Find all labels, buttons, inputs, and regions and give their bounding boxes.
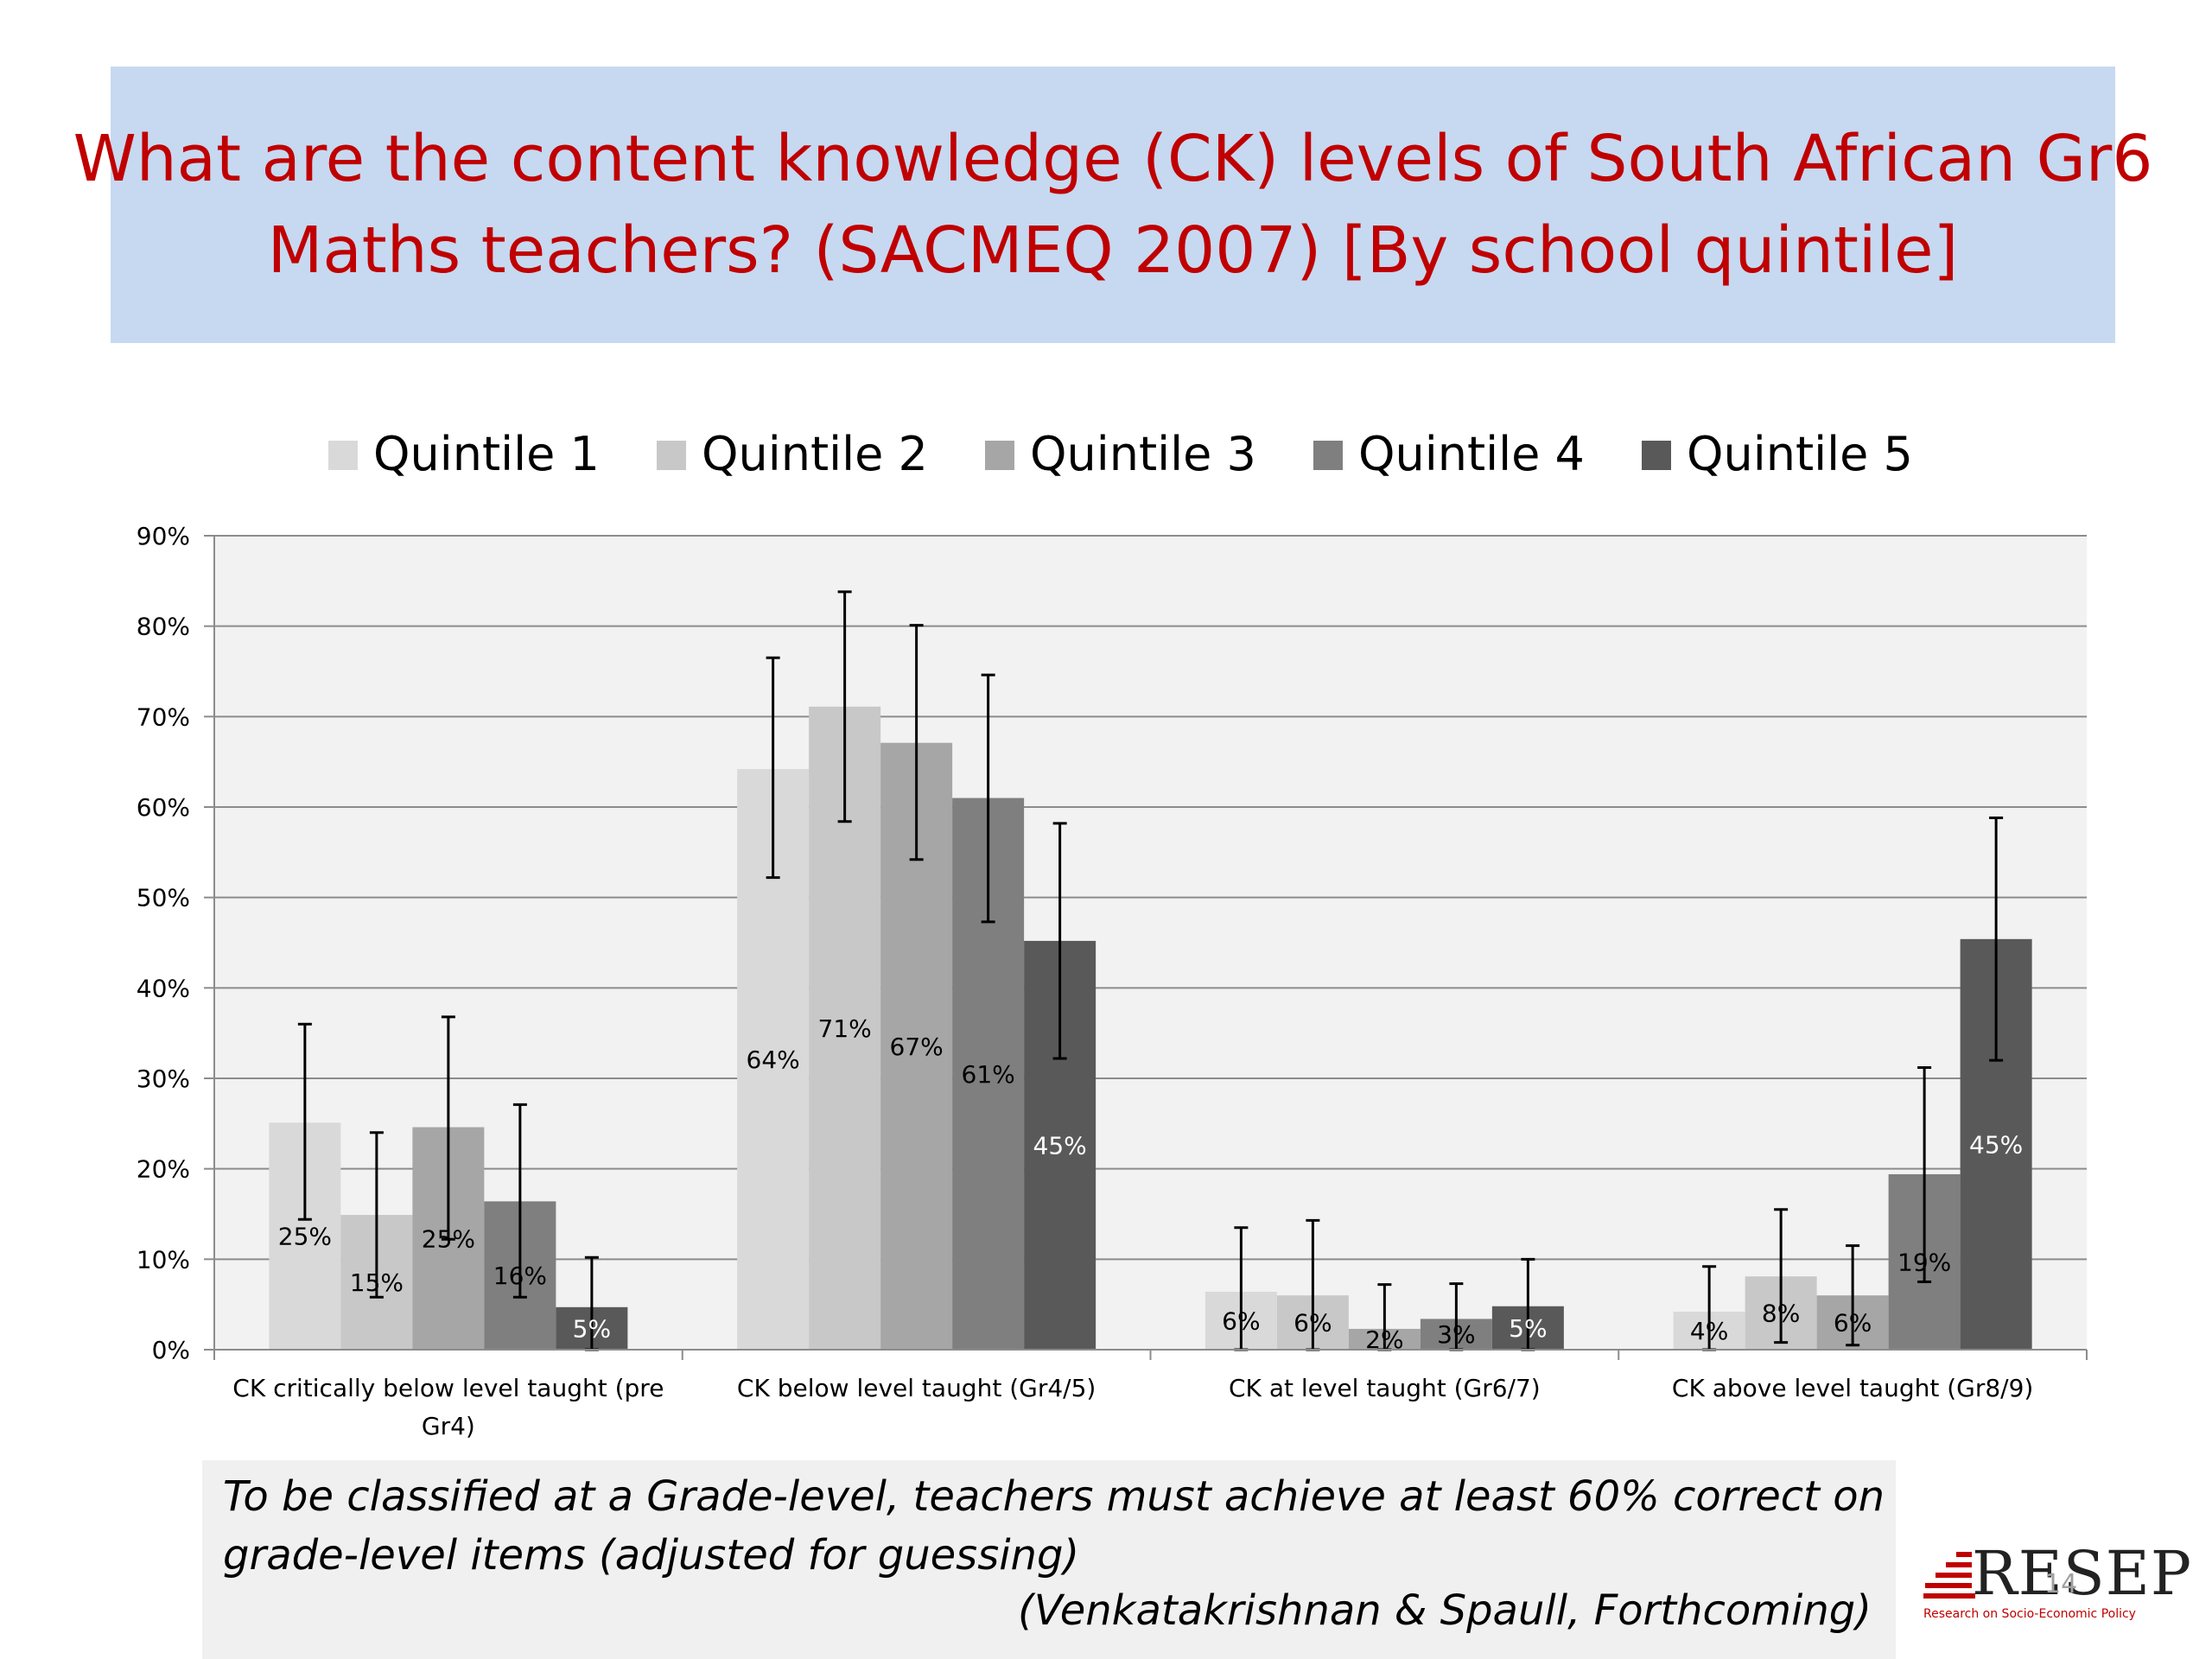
legend-swatch xyxy=(985,441,1014,470)
title-box: What are the content knowledge (CK) leve… xyxy=(73,67,2152,343)
x-category-label: Gr4) xyxy=(422,1412,475,1440)
data-label: 61% xyxy=(962,1060,1015,1089)
y-tick-label: 50% xyxy=(137,884,190,912)
legend-label: Quintile 3 xyxy=(1030,427,1256,481)
logo-bars-icon xyxy=(1923,1548,1975,1600)
y-tick-label: 20% xyxy=(137,1155,190,1184)
legend-swatch xyxy=(1313,441,1343,470)
y-tick-label: 70% xyxy=(137,702,190,731)
data-label: 25% xyxy=(422,1224,475,1253)
data-label: 16% xyxy=(493,1262,547,1290)
logo-text: RESEP xyxy=(1972,1538,2192,1609)
note-line-1: To be classified at a Grade-level, teach… xyxy=(223,1472,1885,1521)
data-label: 5% xyxy=(1509,1314,1547,1343)
data-label: 64% xyxy=(747,1046,800,1074)
resep-logo: RESEP Research on Socio-Economic Policy xyxy=(1923,1538,2191,1633)
data-label: 8% xyxy=(1762,1300,1800,1328)
y-tick-label: 40% xyxy=(137,974,190,1002)
citation: (Venkatakrishnan & Spaull, Forthcoming) xyxy=(1017,1586,1872,1635)
legend-swatch xyxy=(657,441,686,470)
data-label: 6% xyxy=(1834,1309,1872,1338)
y-tick-label: 10% xyxy=(137,1245,190,1274)
x-category-label: CK below level taught (Gr4/5) xyxy=(737,1374,1096,1402)
data-label: 6% xyxy=(1222,1307,1260,1336)
bar-chart: 0% 10% 20% 30% 40% 50% 60% 70% 80% 90% 25% 64% 6% 4% 1… xyxy=(137,427,2088,1440)
y-tick-label: 90% xyxy=(137,522,190,550)
data-label: 45% xyxy=(1033,1131,1087,1160)
page-number: 14 xyxy=(2044,1569,2078,1599)
x-category-label: CK at level taught (Gr6/7) xyxy=(1229,1374,1541,1402)
slide-title-line-1: What are the content knowledge (CK) leve… xyxy=(73,122,2153,196)
y-tick-label: 30% xyxy=(137,1065,190,1093)
y-tick-label: 80% xyxy=(137,613,190,641)
data-label: 71% xyxy=(818,1014,872,1043)
legend-label: Quintile 4 xyxy=(1358,427,1585,481)
legend-label: Quintile 1 xyxy=(373,427,600,481)
data-label: 6% xyxy=(1294,1309,1332,1338)
data-label: 45% xyxy=(1969,1130,2023,1159)
slide-title-line-2: Maths teachers? (SACMEQ 2007) [By school… xyxy=(267,213,1959,288)
note-box: To be classified at a Grade-level, teach… xyxy=(202,1460,1896,1659)
x-category-label: CK above level taught (Gr8/9) xyxy=(1672,1374,2033,1402)
data-label: 19% xyxy=(1897,1248,1951,1276)
x-category-label: CK critically below level taught (pre xyxy=(232,1374,664,1402)
data-label: 4% xyxy=(1690,1317,1728,1345)
data-label: 67% xyxy=(890,1033,944,1061)
legend-swatch xyxy=(1642,441,1671,470)
data-label: 25% xyxy=(278,1223,332,1251)
legend-label: Quintile 5 xyxy=(1687,427,1913,481)
y-tick-label: 60% xyxy=(137,793,190,822)
logo-subtitle: Research on Socio-Economic Policy xyxy=(1923,1607,2136,1621)
data-label: 15% xyxy=(350,1268,404,1297)
data-label: 3% xyxy=(1437,1320,1475,1349)
y-tick-label: 0% xyxy=(152,1336,190,1364)
data-label: 5% xyxy=(573,1314,611,1343)
legend-swatch xyxy=(328,441,358,470)
note-line-2: grade-level items (adjusted for guessing… xyxy=(223,1531,1080,1580)
legend-label: Quintile 2 xyxy=(702,427,928,481)
